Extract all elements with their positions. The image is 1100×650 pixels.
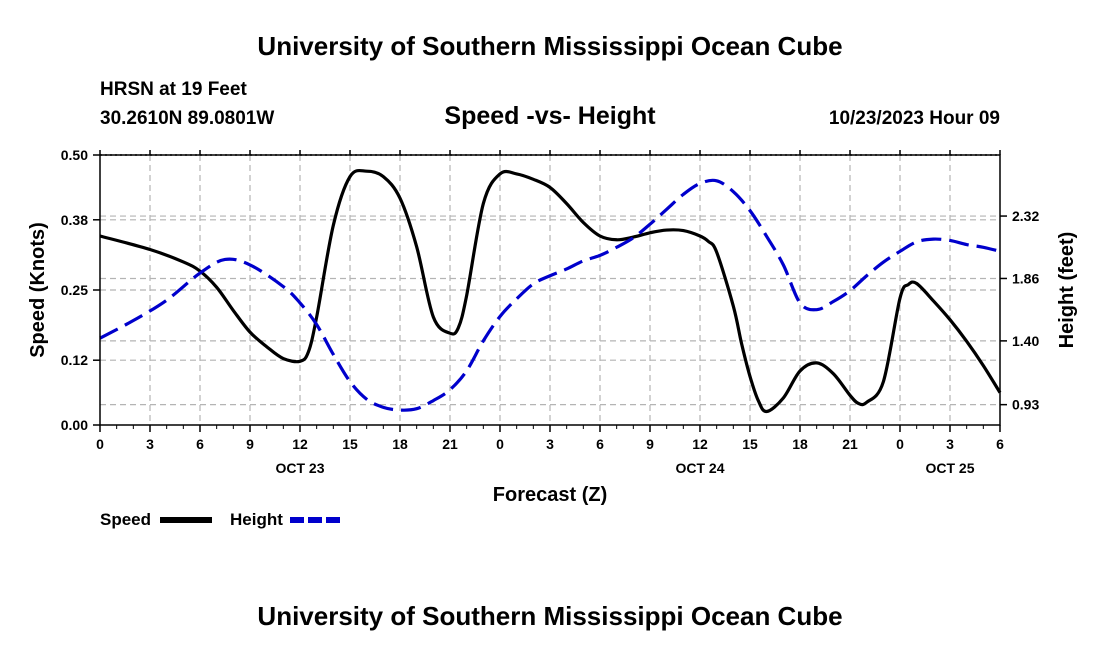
page-title: University of Southern Mississippi Ocean… <box>257 31 842 61</box>
x-date-label: OCT 23 <box>275 460 324 476</box>
x-tick-label: 9 <box>246 436 254 452</box>
y2-tick-label: 1.86 <box>1012 270 1039 286</box>
y-tick-label: 0.12 <box>61 352 88 368</box>
y-tick-label: 0.00 <box>61 417 88 433</box>
plot-series <box>99 168 1002 414</box>
x-date-label: OCT 24 <box>675 460 724 476</box>
x-axis-label: Forecast (Z) <box>493 484 607 506</box>
chart-subtitle: Speed -vs- Height <box>444 102 656 130</box>
x-tick-label: 6 <box>596 436 604 452</box>
y2-tick-label: 0.93 <box>1012 397 1039 413</box>
location-label: 30.2610N 89.0801W <box>100 108 274 129</box>
axes: 0 3 6 9 12 15 18 21 0 3 6 9 12 15 18 21 0 3 6 OCT 23 OCT 24 O… <box>61 147 1040 476</box>
y2-tick-label: 1.40 <box>1012 333 1039 349</box>
y-tick-label: 0.50 <box>61 147 88 163</box>
footer-title: University of Southern Mississippi Ocean… <box>257 601 842 631</box>
x-tick-label: 9 <box>646 436 654 452</box>
y-tick-label: 0.25 <box>61 282 88 298</box>
legend-label-height: Height <box>230 510 283 529</box>
series-speed-line <box>99 168 1002 414</box>
x-tick-label: 0 <box>496 436 504 452</box>
x-tick-label: 0 <box>96 436 104 452</box>
grid <box>100 154 1000 425</box>
x-tick-label: 3 <box>546 436 554 452</box>
x-tick-label: 15 <box>742 436 758 452</box>
series-height-line <box>99 178 1001 412</box>
x-tick-label: 12 <box>292 436 308 452</box>
x-tick-label: 6 <box>996 436 1004 452</box>
legend-label-speed: Speed <box>100 510 151 529</box>
x-tick-label: 3 <box>146 436 154 452</box>
legend: Speed Height <box>100 510 342 529</box>
x-tick-label: 18 <box>392 436 408 452</box>
x-tick-label: 12 <box>692 436 708 452</box>
station-label: HRSN at 19 Feet <box>100 79 247 100</box>
x-tick-label: 18 <box>792 436 808 452</box>
x-date-label: OCT 25 <box>925 460 974 476</box>
y2-axis-label: Height (feet) <box>1056 232 1078 349</box>
y2-tick-label: 2.32 <box>1012 208 1039 224</box>
x-tick-label: 21 <box>842 436 858 452</box>
x-tick-label: 15 <box>342 436 358 452</box>
x-tick-label: 0 <box>896 436 904 452</box>
y-tick-label: 0.38 <box>61 212 88 228</box>
datetime-label: 10/23/2023 Hour 09 <box>829 108 1000 129</box>
x-tick-label: 6 <box>196 436 204 452</box>
x-tick-label: 3 <box>946 436 954 452</box>
y-axis-label: Speed (Knots) <box>27 222 49 358</box>
x-tick-label: 21 <box>442 436 458 452</box>
